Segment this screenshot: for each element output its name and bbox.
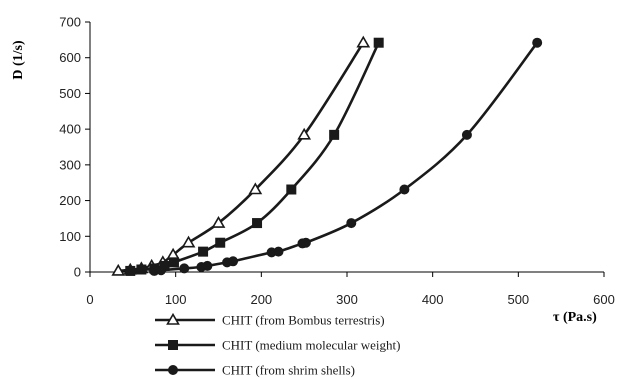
x-tick-label: 0 (86, 292, 93, 307)
data-point-square (329, 129, 340, 140)
series-line (118, 42, 365, 273)
series-triangle (111, 35, 371, 276)
y-tick-label: 100 (59, 229, 81, 244)
legend-item-square: CHIT (medium molecular weight) (155, 338, 400, 353)
legend-marker-circle (168, 365, 178, 375)
data-point-square (373, 37, 384, 48)
y-tick-label: 500 (59, 86, 81, 101)
data-point-circle (532, 37, 543, 48)
y-tick-label: 600 (59, 50, 81, 65)
x-tick-label: 400 (422, 292, 444, 307)
data-point-circle (461, 129, 472, 140)
legend-item-triangle: CHIT (from Bombus terrestris) (155, 313, 385, 328)
data-point-circle (346, 218, 357, 229)
x-tick-label: 300 (336, 292, 358, 307)
data-point-square (198, 246, 209, 257)
data-point-square (215, 237, 226, 248)
legend-marker-triangle (166, 312, 180, 325)
legend-marker-square (168, 340, 178, 350)
y-tick-label: 0 (74, 265, 81, 280)
data-point-circle (202, 260, 213, 271)
x-tick-label: 200 (250, 292, 272, 307)
x-tick-label: 100 (165, 292, 187, 307)
y-tick-label: 400 (59, 122, 81, 137)
legend-label: CHIT (from Bombus terrestris) (222, 313, 385, 328)
x-tick-label: 500 (507, 292, 529, 307)
data-point-triangle (248, 182, 263, 195)
x-tick-label: 600 (593, 292, 615, 307)
data-point-circle (399, 184, 410, 195)
data-point-triangle (111, 263, 126, 276)
data-point-triangle (181, 235, 196, 248)
legend: CHIT (from Bombus terrestris) CHIT (mediu… (155, 313, 400, 378)
data-point-square (125, 265, 136, 276)
data-point-circle (179, 263, 190, 274)
data-point-circle (228, 256, 239, 267)
y-tick-label: 300 (59, 157, 81, 172)
y-tick-label: 200 (59, 193, 81, 208)
y-tick-label: 700 (59, 15, 81, 30)
data-point-square (252, 218, 263, 229)
legend-label: CHIT (from shrim shells) (222, 363, 355, 378)
series-line (154, 41, 539, 273)
data-point-circle (156, 265, 167, 276)
data-point-triangle (211, 215, 226, 228)
series-circle (149, 37, 543, 276)
data-point-circle (273, 246, 284, 257)
data-point-square (168, 257, 179, 268)
data-point-square (286, 184, 297, 195)
data-point-square (136, 264, 147, 275)
legend-item-circle: CHIT (from shrim shells) (155, 363, 355, 378)
legend-label: CHIT (medium molecular weight) (222, 338, 400, 353)
data-point-triangle (356, 35, 371, 48)
y-axis-title: D (1/s) (11, 40, 26, 80)
axes: 0 100 200 300 400 500 600 700 0 100 200 300 400 500 60… (59, 15, 615, 308)
x-axis-title: τ (Pa.s) (553, 310, 597, 325)
series-layer (111, 35, 543, 276)
data-point-circle (300, 237, 311, 248)
data-point-triangle (297, 127, 312, 140)
